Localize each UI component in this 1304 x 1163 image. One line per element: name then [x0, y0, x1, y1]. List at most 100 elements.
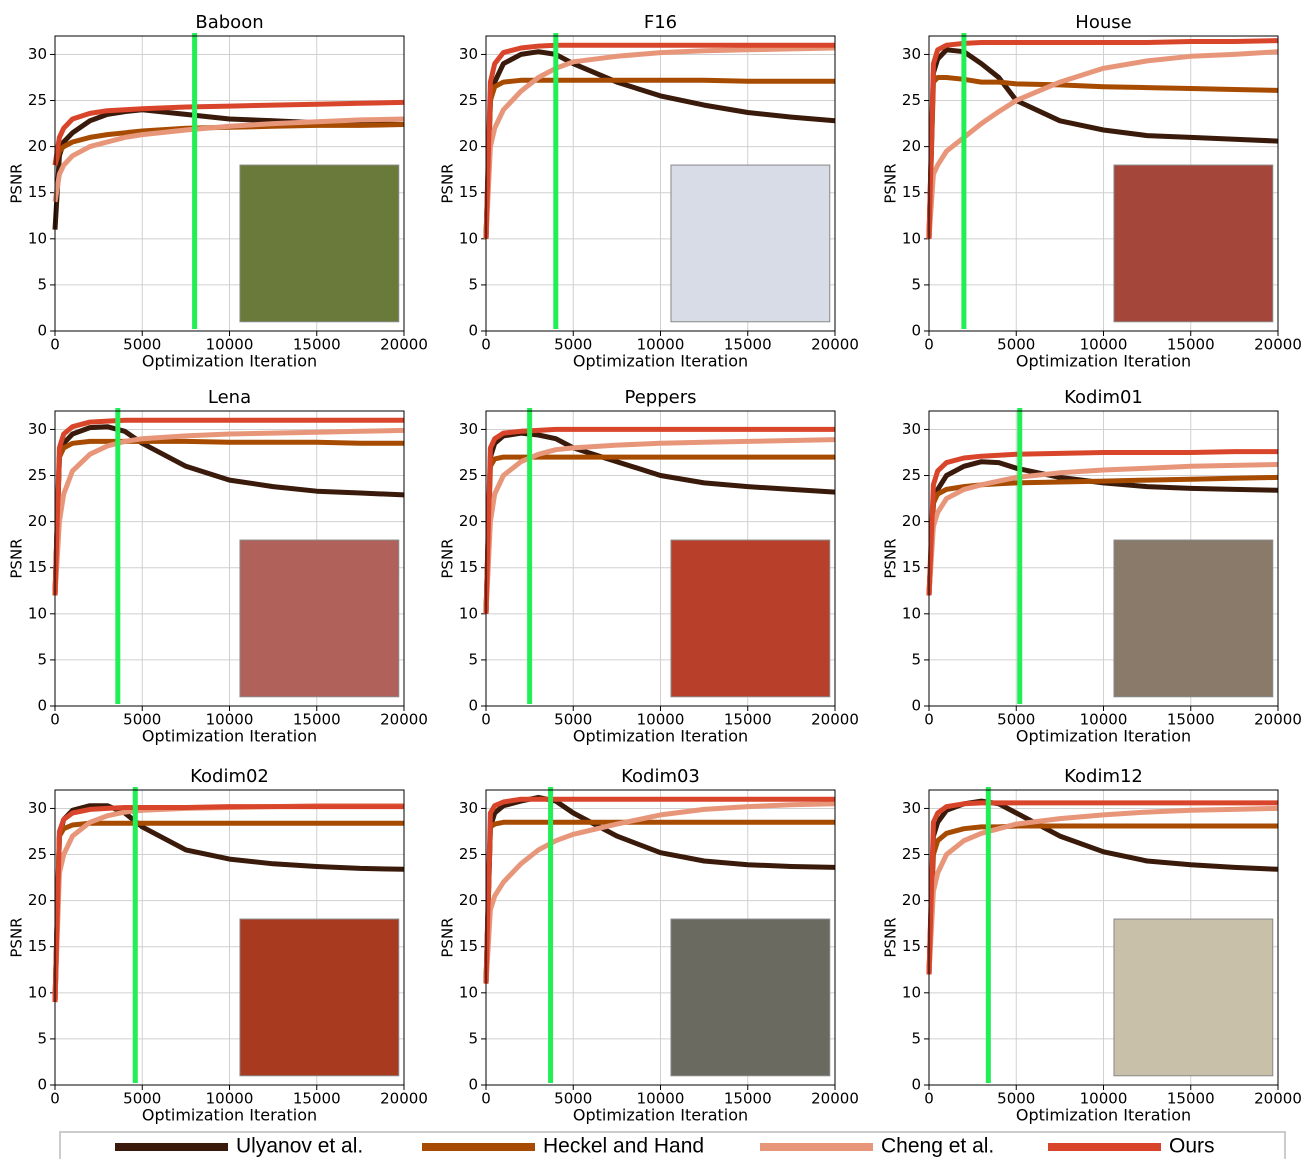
- x-tick-label: 5000: [997, 1090, 1035, 1108]
- series-line: [926, 449, 1278, 596]
- y-tick-label: 0: [468, 1076, 478, 1094]
- y-axis-label: PSNR: [882, 917, 900, 957]
- y-tick-label: 30: [902, 799, 921, 817]
- x-tick-label: 15000: [724, 1090, 772, 1108]
- y-tick-label: 25: [902, 845, 921, 863]
- x-tick-label: 15000: [293, 711, 341, 729]
- chart: 0 5 10 15 20 25 30 0 5000 10000 15000 20000 Lena Opti…: [8, 387, 428, 746]
- chart-title: Peppers: [625, 387, 697, 408]
- y-tick-label: 10: [902, 983, 921, 1001]
- x-tick-label: 10000: [206, 1090, 254, 1108]
- y-tick-label: 25: [28, 91, 47, 109]
- x-tick-label: 20000: [380, 336, 428, 354]
- y-tick-label: 20: [902, 891, 921, 909]
- x-tick-label: 15000: [293, 336, 341, 354]
- plot-frame: [54, 789, 405, 1086]
- y-tick-label: 0: [37, 697, 47, 715]
- y-tick-label: 10: [459, 604, 478, 622]
- x-tick-label: 5000: [123, 336, 161, 354]
- x-tick-label: 20000: [811, 711, 859, 729]
- y-tick-label: 10: [28, 983, 47, 1001]
- y-tick-label: 20: [459, 891, 478, 909]
- plot-frame: [485, 35, 836, 332]
- series-line: [483, 437, 836, 614]
- x-tick-label: 0: [50, 1090, 60, 1108]
- x-tick-label: 10000: [637, 1090, 685, 1108]
- x-tick-label: 20000: [1254, 336, 1302, 354]
- y-tick-label: 5: [468, 275, 478, 293]
- y-axis-label: PSNR: [882, 538, 900, 578]
- plot-frame: [54, 35, 405, 332]
- chart: 0 5 10 15 20 25 30 0 5000 10000 15000 20000 House Opt…: [882, 12, 1302, 371]
- series-line: [483, 45, 836, 239]
- chart: 0 5 10 15 20 25 30 0 5000 10000 15000 20000 Kodim01 O…: [882, 387, 1302, 746]
- series-line: [52, 424, 405, 596]
- series-line: [52, 116, 405, 203]
- chart-title: Kodim01: [1064, 387, 1143, 408]
- x-tick-label: 20000: [811, 336, 859, 354]
- y-tick-label: 5: [911, 275, 921, 293]
- x-tick-label: 15000: [724, 336, 772, 354]
- y-tick-label: 20: [28, 512, 47, 530]
- y-tick-label: 15: [459, 937, 478, 955]
- x-axis-label: Optimization Iteration: [142, 727, 317, 746]
- plot-frame: [928, 35, 1279, 332]
- x-tick-label: 0: [50, 711, 60, 729]
- inset-image: [1113, 164, 1274, 323]
- plot-frame: [54, 410, 405, 707]
- y-tick-label: 10: [28, 604, 47, 622]
- x-axis-label: Optimization Iteration: [1016, 1106, 1191, 1125]
- series-line: [483, 426, 835, 614]
- x-axis-label: Optimization Iteration: [573, 352, 748, 371]
- x-tick-label: 5000: [554, 1090, 592, 1108]
- series-line: [926, 38, 1279, 239]
- x-tick-label: 5000: [997, 336, 1035, 354]
- y-tick-label: 10: [902, 604, 921, 622]
- y-tick-label: 30: [459, 799, 478, 817]
- y-tick-label: 15: [459, 183, 478, 201]
- series-line: [52, 99, 405, 166]
- y-tick-label: 10: [459, 983, 478, 1001]
- y-tick-label: 20: [459, 137, 478, 155]
- series-line: [483, 796, 835, 984]
- chart-title: Kodim03: [621, 766, 700, 787]
- series-line: [483, 801, 836, 984]
- inset-image: [239, 918, 400, 1077]
- series-line: [926, 800, 1278, 975]
- x-axis-label: Optimization Iteration: [1016, 727, 1191, 746]
- y-tick-label: 30: [28, 45, 47, 63]
- series-line: [483, 430, 836, 614]
- y-tick-label: 5: [911, 650, 921, 668]
- y-tick-label: 15: [28, 558, 47, 576]
- chart-title: Kodim12: [1064, 766, 1143, 787]
- x-tick-label: 5000: [997, 711, 1035, 729]
- x-tick-label: 20000: [811, 1090, 859, 1108]
- y-axis-label: PSNR: [882, 163, 900, 203]
- x-tick-label: 15000: [1167, 1090, 1215, 1108]
- series-line: [926, 798, 1279, 975]
- y-tick-label: 5: [37, 275, 47, 293]
- chart-title: Lena: [208, 387, 251, 408]
- x-tick-label: 10000: [637, 336, 685, 354]
- y-tick-label: 30: [28, 420, 47, 438]
- inset-image: [239, 539, 400, 698]
- y-axis-label: PSNR: [439, 917, 457, 957]
- x-tick-label: 0: [924, 1090, 934, 1108]
- y-tick-label: 10: [28, 229, 47, 247]
- inset-image: [1113, 918, 1274, 1077]
- series-line: [52, 122, 405, 166]
- x-tick-label: 5000: [554, 711, 592, 729]
- x-axis-label: Optimization Iteration: [573, 1106, 748, 1125]
- y-tick-label: 20: [28, 137, 47, 155]
- chart: 0 5 10 15 20 25 30 0 5000 10000 15000 20000 Peppers O…: [439, 387, 859, 746]
- x-tick-label: 10000: [206, 336, 254, 354]
- y-tick-label: 5: [911, 1029, 921, 1047]
- inset-image: [239, 164, 400, 323]
- x-tick-label: 10000: [637, 711, 685, 729]
- series-line: [483, 77, 835, 239]
- series-line: [926, 47, 1279, 239]
- y-tick-label: 5: [37, 650, 47, 668]
- inset-image: [670, 918, 831, 1077]
- series-line: [483, 819, 835, 984]
